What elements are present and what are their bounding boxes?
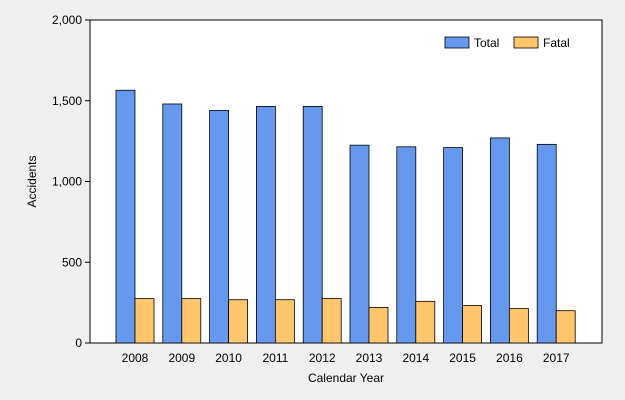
- y-axis-label: Accidents: [25, 155, 39, 207]
- legend-swatch-total: [444, 36, 470, 49]
- bar-total-2017: [536, 143, 557, 344]
- bar-total-2015: [443, 147, 464, 344]
- bar-fatal-2010: [228, 299, 249, 344]
- bar-fatal-2014: [415, 300, 436, 344]
- x-tick-label: 2009: [168, 351, 195, 365]
- legend-label-fatal: Fatal: [543, 36, 570, 50]
- y-tick-label: 2,000: [52, 13, 82, 27]
- y-tick-label: 500: [62, 255, 82, 269]
- legend: Total Fatal: [444, 36, 570, 50]
- x-tick-label: 2011: [262, 351, 288, 365]
- bar-fatal-2016: [508, 308, 529, 344]
- x-tick-label: 2017: [543, 351, 570, 365]
- x-axis-label: Calendar Year: [308, 371, 384, 385]
- bar-total-2012: [302, 106, 323, 344]
- x-axis: 2008 2009 2010 2011 2012 2013 2014 2015 2016 2017: [122, 351, 570, 365]
- x-tick-label: 2014: [402, 351, 429, 365]
- bar-fatal-2011: [274, 299, 295, 344]
- x-tick-label: 2008: [122, 351, 149, 365]
- bar-total-2010: [209, 110, 230, 344]
- bar-fatal-2009: [181, 298, 202, 344]
- bar-total-2008: [115, 89, 136, 344]
- y-tick-label: 1,000: [52, 175, 82, 189]
- bar-group: [115, 89, 576, 344]
- bar-total-2014: [396, 146, 417, 344]
- x-tick-label: 2012: [309, 351, 336, 365]
- bar-total-2013: [349, 144, 370, 344]
- bar-total-2009: [162, 103, 183, 344]
- legend-label-total: Total: [474, 36, 499, 50]
- bar-fatal-2013: [368, 307, 389, 344]
- bar-total-2011: [255, 106, 276, 344]
- x-tick-label: 2013: [356, 351, 383, 365]
- legend-swatch-fatal: [513, 36, 539, 49]
- bar-fatal-2012: [321, 298, 342, 344]
- bar-total-2016: [489, 137, 510, 344]
- x-tick-label: 2015: [449, 351, 476, 365]
- bar-fatal-2017: [555, 310, 576, 344]
- y-tick-label: 1,500: [52, 94, 82, 108]
- bar-fatal-2008: [134, 298, 155, 344]
- y-tick-label: 0: [75, 336, 82, 350]
- y-axis: 0 500 1,000 1,500 2,000: [52, 13, 90, 350]
- x-tick-label: 2010: [215, 351, 242, 365]
- x-tick-label: 2016: [496, 351, 523, 365]
- bar-fatal-2015: [462, 305, 483, 344]
